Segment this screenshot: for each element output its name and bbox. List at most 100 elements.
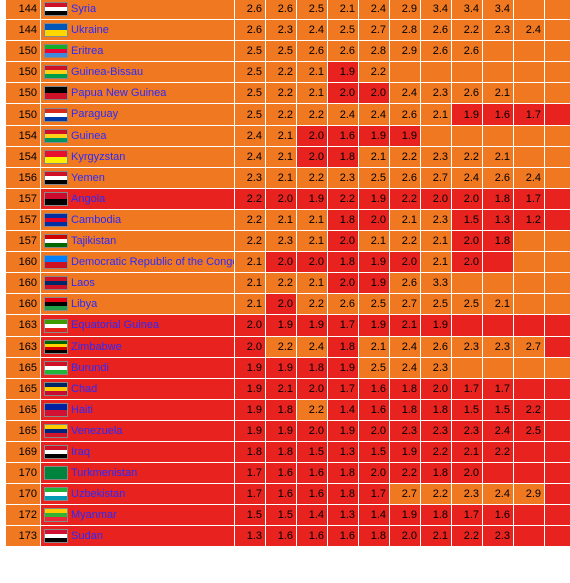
score-cell: 2.2 xyxy=(389,145,421,168)
score-cell: 1.7 xyxy=(513,187,545,210)
country-link[interactable]: Tajikistan xyxy=(71,235,117,248)
score-cell xyxy=(482,462,514,485)
country-cell: Haiti xyxy=(40,398,235,421)
score-cell: 1.8 xyxy=(327,483,359,506)
score-cell: 2.1 xyxy=(296,208,328,232)
score-cell: 2.3 xyxy=(420,82,452,105)
country-flag-icon xyxy=(44,107,68,122)
score-cell: 2.0 xyxy=(358,82,390,105)
score-cell: 2.4 xyxy=(358,103,390,126)
country-link[interactable]: Sudan xyxy=(71,530,103,543)
score-cell: 2.5 xyxy=(513,419,545,442)
country-link[interactable]: Eritrea xyxy=(71,45,104,58)
country-link[interactable]: Syria xyxy=(71,3,97,16)
country-link[interactable]: Papua New Guinea xyxy=(71,87,167,100)
score-cell: 2.0 xyxy=(296,124,328,147)
score-cell: 1.5 xyxy=(358,440,390,464)
score-cell: 2.0 xyxy=(234,335,266,358)
score-cell: 1.9 xyxy=(234,377,266,400)
score-cell: 2.7 xyxy=(420,166,452,189)
country-link[interactable]: Angola xyxy=(71,192,106,205)
score-cell: 1.6 xyxy=(358,377,390,400)
score-cell: 1.7 xyxy=(451,377,483,400)
score-cell xyxy=(544,525,570,548)
country-link[interactable]: Yemen xyxy=(71,171,105,184)
score-cell: 2.2 xyxy=(451,145,483,168)
country-link[interactable]: Zimbabwe xyxy=(71,340,122,353)
country-link[interactable]: Paraguay xyxy=(71,108,119,121)
score-cell: 2.7 xyxy=(389,483,421,506)
country-cell: Equatorial Guinea xyxy=(40,314,235,337)
score-cell xyxy=(513,251,545,274)
score-cell: 1.9 xyxy=(327,419,359,442)
country-link[interactable]: Kyrgyzstan xyxy=(71,150,126,163)
rank-cell: 170 xyxy=(5,462,41,485)
country-link[interactable]: Libya xyxy=(71,298,98,311)
score-cell: 2.6 xyxy=(420,40,452,63)
score-cell xyxy=(451,124,483,147)
score-cell xyxy=(513,462,545,485)
score-cell: 2.4 xyxy=(389,356,421,379)
country-link[interactable]: Burundi xyxy=(71,361,109,374)
table-row: 172 Myanmar 1.5 1.5 1.4 1.3 1.4 1.9 1.8 1.7 1.6 xyxy=(5,504,570,527)
score-cell: 2.5 xyxy=(234,40,266,63)
score-cell: 2.1 xyxy=(420,525,452,548)
score-cell: 2.0 xyxy=(296,145,328,168)
country-link[interactable]: Myanmar xyxy=(71,509,117,522)
table-row: 165 Burundi 1.9 1.9 1.8 1.9 2.5 2.4 2.3 xyxy=(5,356,570,379)
country-link[interactable]: Turkmenistan xyxy=(71,467,138,480)
score-cell: 1.8 xyxy=(420,398,452,421)
country-link[interactable]: Uzbekistan xyxy=(71,488,126,501)
country-link[interactable]: Venezuela xyxy=(71,424,123,437)
score-cell: 2.5 xyxy=(234,103,266,126)
score-cell: 2.6 xyxy=(420,335,452,358)
country-link[interactable]: Guinea-Bissau xyxy=(71,66,144,79)
rank-cell: 156 xyxy=(5,166,41,189)
score-cell xyxy=(544,314,570,337)
score-cell: 1.5 xyxy=(482,398,514,421)
country-link[interactable]: Equatorial Guinea xyxy=(71,319,160,332)
score-cell: 2.1 xyxy=(265,166,297,189)
score-cell: 1.8 xyxy=(389,398,421,421)
country-cell: Democratic Republic of the Congo xyxy=(40,251,235,274)
country-link[interactable]: Iraq xyxy=(71,446,90,459)
country-link[interactable]: Chad xyxy=(71,382,98,395)
score-cell: 2.2 xyxy=(296,293,328,316)
score-cell xyxy=(451,356,483,379)
score-cell: 2.4 xyxy=(234,124,266,147)
score-cell: 2.4 xyxy=(389,82,421,105)
score-cell: 1.8 xyxy=(327,251,359,274)
score-cell: 1.9 xyxy=(389,124,421,147)
country-link[interactable]: Ukraine xyxy=(71,24,109,37)
country-cell: Burundi xyxy=(40,356,235,379)
score-cell: 1.8 xyxy=(234,440,266,464)
score-cell: 2.3 xyxy=(451,483,483,506)
country-link[interactable]: Laos xyxy=(71,277,95,290)
table-row: 156 Yemen 2.3 2.1 2.2 2.3 2.5 2.6 2.7 2.4 2.6 2.4 xyxy=(5,166,570,189)
country-link[interactable]: Cambodia xyxy=(71,214,122,227)
score-cell xyxy=(544,335,570,358)
score-cell: 1.8 xyxy=(296,356,328,379)
score-cell: 3.4 xyxy=(482,0,514,21)
score-cell: 2.6 xyxy=(451,82,483,105)
score-cell: 2.5 xyxy=(327,19,359,42)
score-cell: 2.1 xyxy=(482,145,514,168)
score-cell: 2.3 xyxy=(451,335,483,358)
score-cell: 1.6 xyxy=(296,462,328,485)
country-link[interactable]: Haiti xyxy=(71,403,94,416)
score-cell: 1.6 xyxy=(265,462,297,485)
rank-cell: 170 xyxy=(5,483,41,506)
score-cell: 2.2 xyxy=(265,82,297,105)
score-cell xyxy=(544,230,570,253)
score-cell: 1.5 xyxy=(265,504,297,527)
score-cell: 2.3 xyxy=(420,145,452,168)
country-link[interactable]: Democratic Republic of the Congo xyxy=(71,256,235,269)
score-cell: 1.6 xyxy=(265,525,297,548)
score-cell: 1.7 xyxy=(327,377,359,400)
country-flag-icon xyxy=(44,2,68,17)
score-cell: 1.8 xyxy=(327,462,359,485)
table-row: 157 Angola 2.2 2.0 1.9 2.2 1.9 2.2 2.0 2.0 1.8 1.7 xyxy=(5,187,570,210)
score-cell: 2.1 xyxy=(265,377,297,400)
country-link[interactable]: Guinea xyxy=(71,129,107,142)
table-row: 144 Syria 2.6 2.6 2.5 2.1 2.4 2.9 3.4 3.4 3.4 xyxy=(5,0,570,21)
